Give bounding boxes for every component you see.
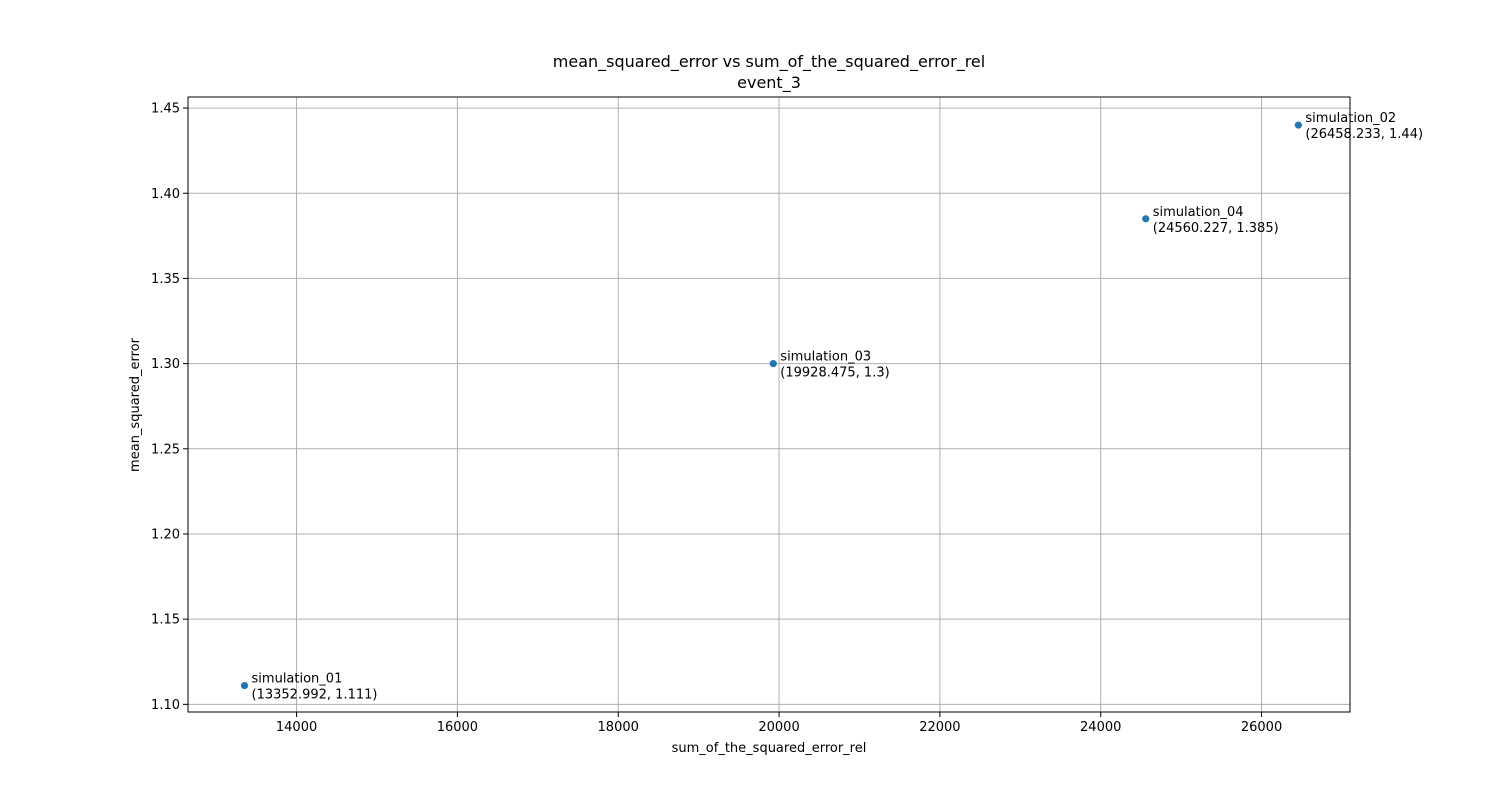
x-tick-label: 26000 <box>1241 720 1282 735</box>
grid-lines <box>188 97 1350 712</box>
y-tick-label: 1.35 <box>151 272 180 287</box>
data-point <box>769 360 777 368</box>
y-axis-label: mean_squared_error <box>128 337 143 472</box>
point-label: simulation_03 <box>780 350 871 365</box>
y-tick-label: 1.15 <box>151 613 180 628</box>
x-tick-label: 14000 <box>276 720 317 735</box>
x-tick-label: 18000 <box>598 720 639 735</box>
y-tick-label: 1.30 <box>151 357 180 372</box>
point-coordinate-label: (24560.227, 1.385) <box>1153 221 1279 236</box>
data-points: simulation_01(13352.992, 1.111) simulatio… <box>240 111 1423 703</box>
chart-subtitle: event_3 <box>737 73 801 93</box>
y-tick-label: 1.25 <box>151 442 180 457</box>
data-point <box>240 681 249 690</box>
point-label: simulation_04 <box>1153 205 1244 220</box>
point-coordinate-label: (26458.233, 1.44) <box>1305 127 1423 142</box>
data-point <box>1142 215 1150 223</box>
point-label: simulation_01 <box>252 672 343 687</box>
y-tick-label: 1.40 <box>151 187 180 202</box>
x-axis-label: sum_of_the_squared_error_rel <box>672 741 867 756</box>
x-tick-label: 16000 <box>437 720 478 735</box>
plot-frame <box>187 96 1351 713</box>
x-tick-label: 24000 <box>1080 720 1121 735</box>
x-tick-label: 22000 <box>919 720 960 735</box>
axis-ticks: 14000 16000 18000 20000 22000 24000 26000 1.10 1… <box>151 102 1282 735</box>
y-tick-label: 1.10 <box>151 698 180 713</box>
point-label: simulation_02 <box>1305 111 1396 126</box>
data-point <box>1294 121 1302 129</box>
y-tick-label: 1.20 <box>151 527 180 542</box>
chart-title: mean_squared_error vs sum_of_the_squared… <box>553 52 985 72</box>
x-tick-label: 20000 <box>758 720 799 735</box>
point-coordinate-label: (19928.475, 1.3) <box>780 366 889 381</box>
point-coordinate-label: (13352.992, 1.111) <box>252 688 378 703</box>
y-tick-label: 1.45 <box>151 102 180 117</box>
